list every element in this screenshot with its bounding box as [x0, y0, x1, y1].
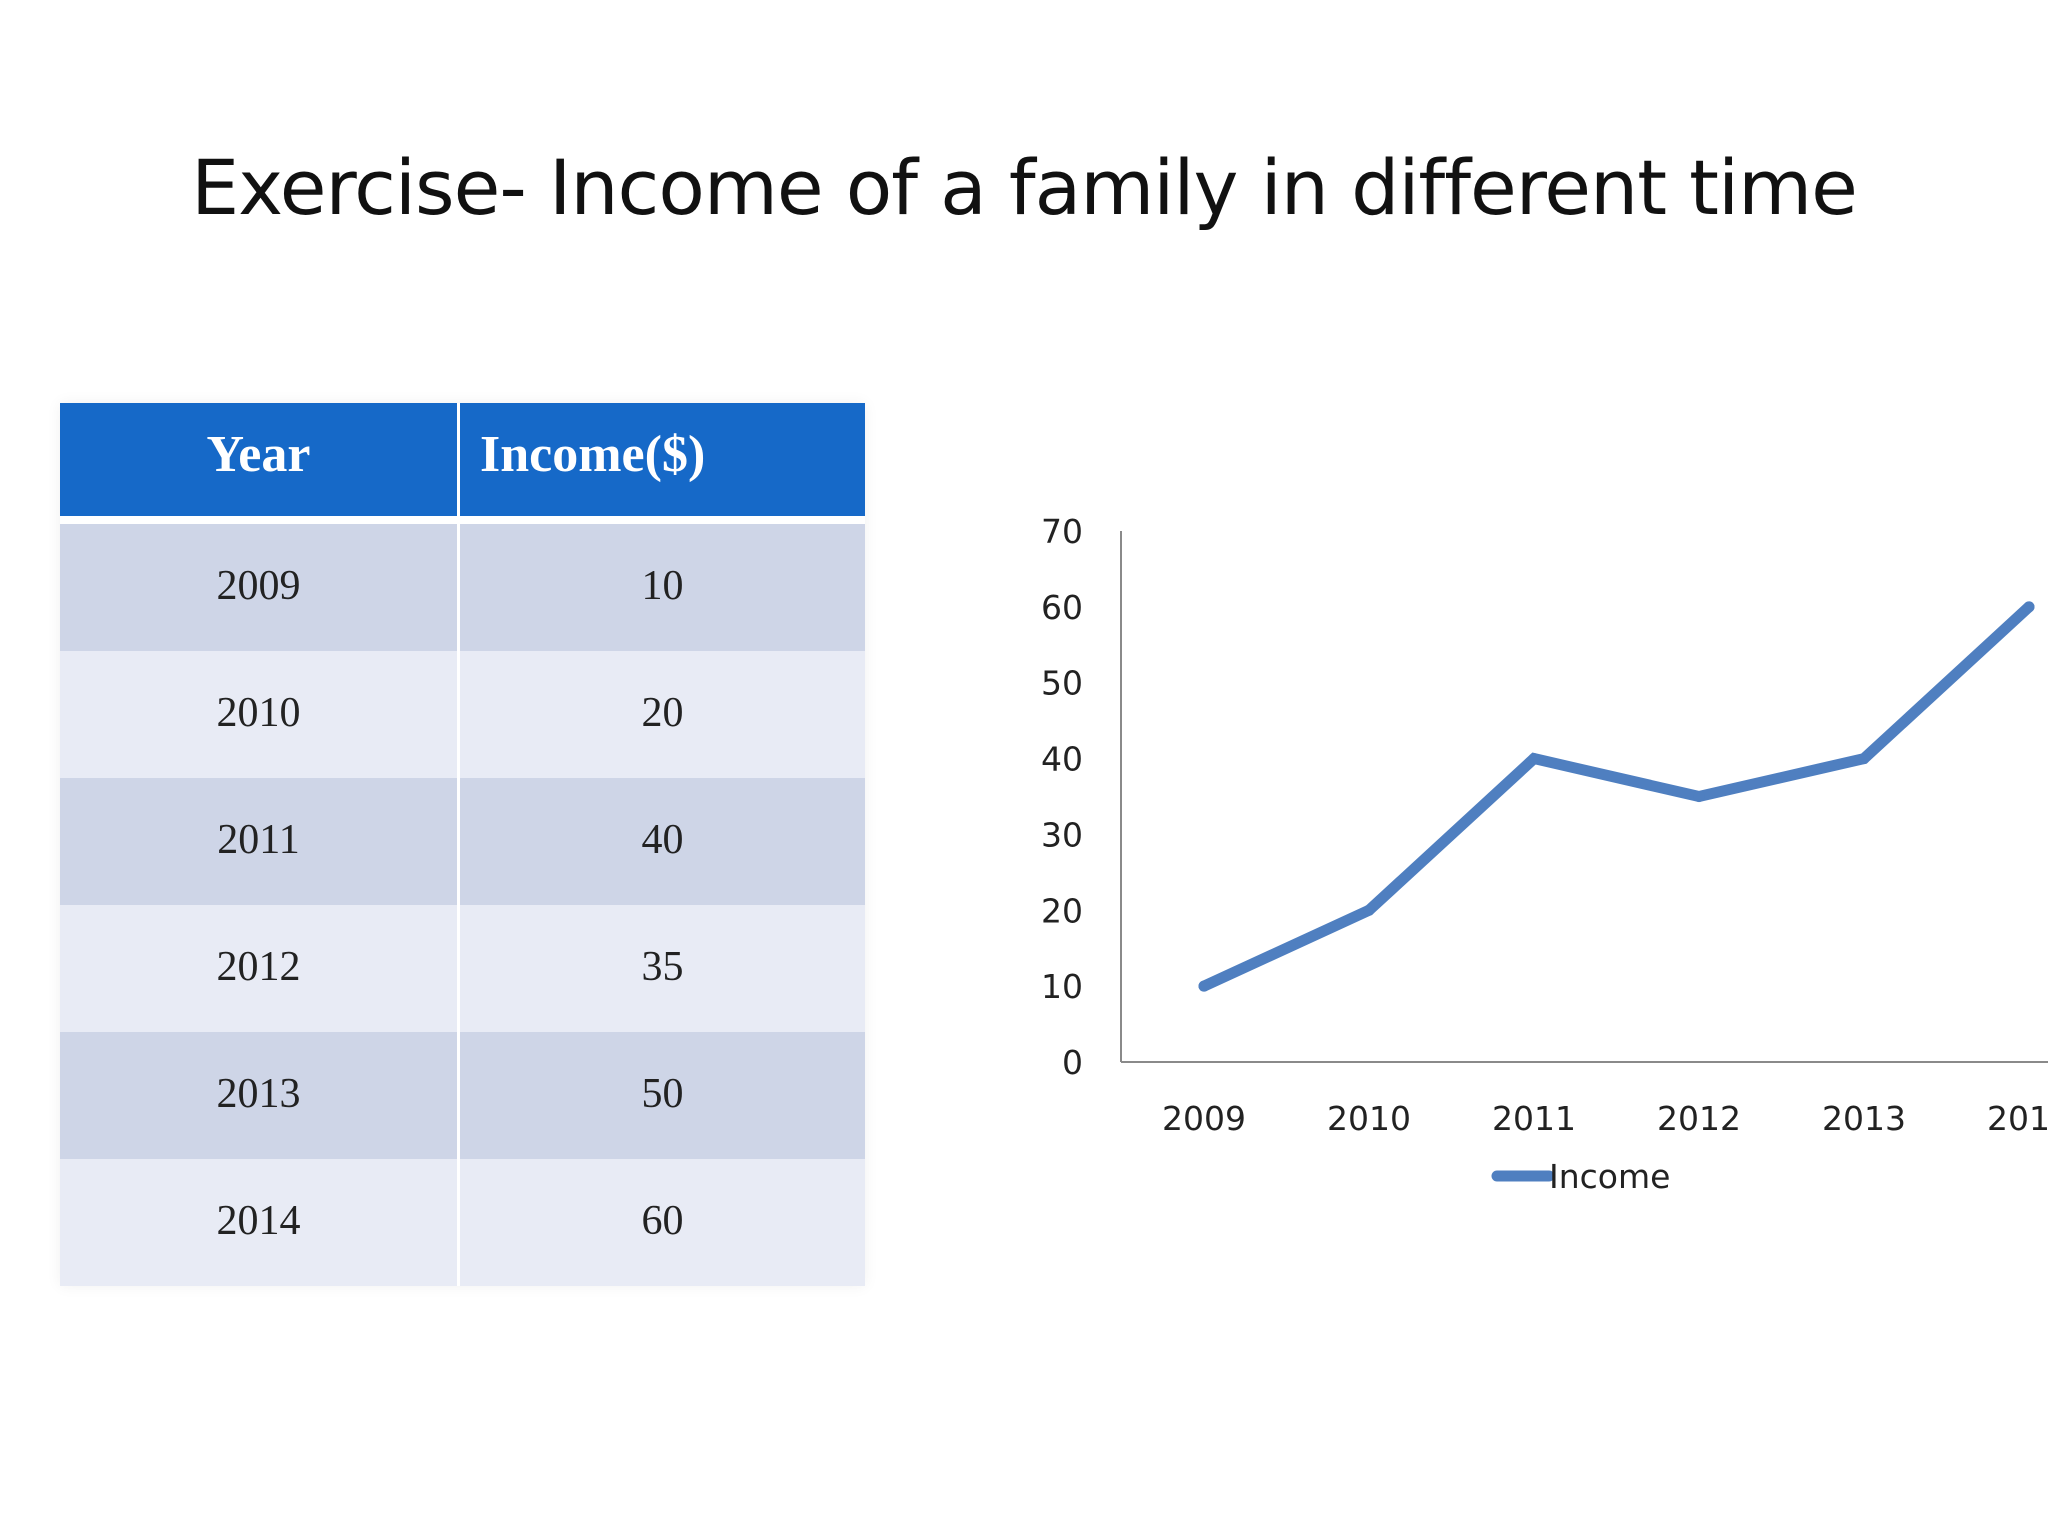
income-cell: 10 [460, 524, 865, 651]
income-table: Year Income($) 2009 10 2010 20 2011 40 2… [60, 403, 865, 1286]
slide-title: Exercise- Income of a family in differen… [191, 143, 1858, 232]
x-tick-label: 2013 [1822, 1099, 1906, 1138]
table-row: 2010 20 [60, 651, 865, 778]
data-point [1528, 753, 1540, 765]
year-cell: 2009 [60, 524, 460, 651]
data-point [1693, 791, 1705, 802]
table-row: 2011 40 [60, 778, 865, 905]
data-point [1363, 904, 1375, 916]
x-tick-label: 2012 [1657, 1099, 1741, 1138]
income-cell: 50 [460, 1032, 865, 1159]
y-tick-label: 10 [1041, 967, 1083, 1006]
year-cell: 2013 [60, 1032, 460, 1159]
x-tick-label: 2010 [1327, 1099, 1411, 1138]
y-tick-label: 50 [1041, 664, 1083, 703]
y-tick-label: 60 [1041, 588, 1083, 627]
income-cell: 35 [460, 905, 865, 1032]
table-row: 2012 35 [60, 905, 865, 1032]
y-tick-label: 30 [1041, 815, 1083, 854]
income-cell: 40 [460, 778, 865, 905]
income-series-line [1198, 601, 2035, 992]
legend-label: Income [1549, 1157, 1670, 1196]
y-tick-label: 70 [1041, 512, 1083, 551]
y-tick-label: 40 [1041, 740, 1083, 779]
x-tick-label: 2011 [1492, 1099, 1576, 1138]
y-tick-label: 0 [1062, 1043, 1083, 1082]
income-cell: 20 [460, 651, 865, 778]
year-cell: 2010 [60, 651, 460, 778]
data-point [1858, 753, 1870, 765]
data-point [2023, 601, 2035, 613]
table-row: 2013 50 [60, 1032, 865, 1159]
year-cell: 2012 [60, 905, 460, 1032]
year-cell: 2011 [60, 778, 460, 905]
year-column-header: Year [60, 403, 460, 524]
year-cell: 2014 [60, 1159, 460, 1286]
income-cell: 60 [460, 1159, 865, 1286]
data-point [1198, 980, 1210, 992]
table-row: 2009 10 [60, 524, 865, 651]
y-tick-label: 20 [1041, 891, 1083, 930]
table-header-row: Year Income($) [60, 403, 865, 524]
x-tick-label: 2014 [1987, 1099, 2048, 1138]
income-column-header: Income($) [460, 403, 865, 524]
x-tick-label: 2009 [1162, 1099, 1246, 1138]
table-row: 2014 60 [60, 1159, 865, 1286]
